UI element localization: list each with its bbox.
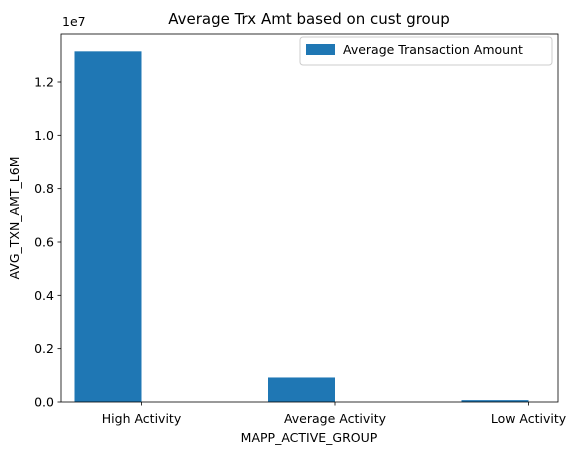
- y-axis-ticks: 0.0 0.2 0.4 0.6 0.8 1.0 1.2: [34, 75, 61, 410]
- y-tick-label: 0.2: [34, 341, 54, 356]
- x-axis-ticks: High Activity Average Activity Low Activit…: [102, 402, 567, 426]
- y-tick-label: 0.8: [34, 181, 54, 196]
- legend-swatch: [306, 44, 335, 55]
- y-tick-label: 1.0: [34, 128, 54, 143]
- y-tick-label: 1.2: [34, 75, 54, 90]
- legend-box: [299, 36, 553, 66]
- y-tick-label: 0.4: [34, 288, 54, 303]
- bar-high-activity: [74, 51, 142, 402]
- x-tick-label: Average Activity: [284, 411, 387, 426]
- bar-low-activity: [461, 400, 529, 402]
- legend: Average Transaction Amount: [299, 36, 553, 66]
- y-axis-label: AVG_TXN_AMT_L6M: [7, 157, 22, 280]
- x-tick-label: High Activity: [102, 411, 182, 426]
- x-tick-label: Low Activity: [491, 411, 567, 426]
- y-axis-offset-text: 1e7: [62, 14, 86, 29]
- bar-average-activity: [268, 377, 335, 402]
- legend-label: Average Transaction Amount: [343, 42, 523, 57]
- x-axis-label: MAPP_ACTIVE_GROUP: [241, 430, 378, 445]
- y-tick-label: 0.0: [34, 395, 54, 410]
- axes-frame: [60, 33, 559, 403]
- bars: [74, 51, 529, 402]
- y-tick-label: 0.6: [34, 235, 54, 250]
- chart-title: Average Trx Amt based on cust group: [168, 10, 450, 28]
